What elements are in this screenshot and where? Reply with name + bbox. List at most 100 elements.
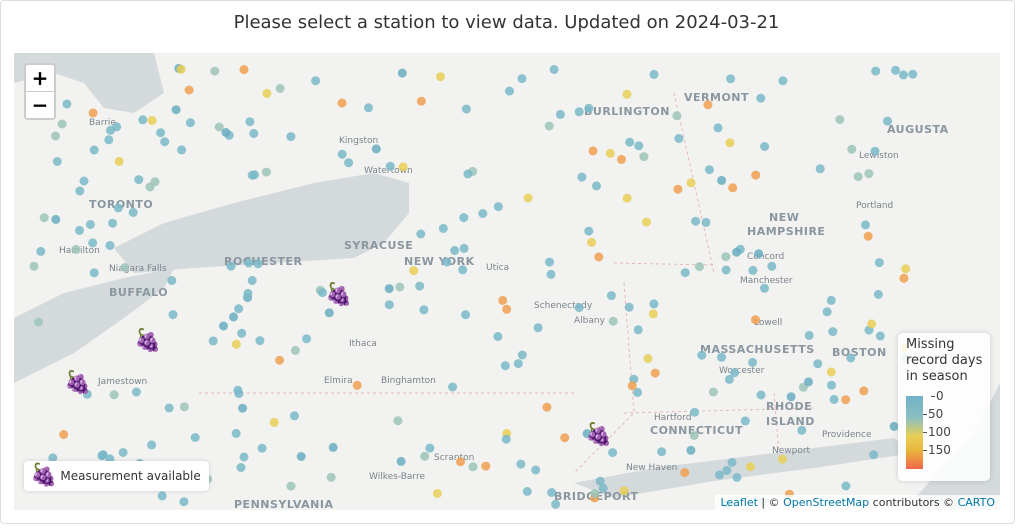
station-marker[interactable] (243, 288, 253, 298)
station-marker[interactable] (549, 65, 559, 74)
station-marker[interactable] (29, 261, 39, 271)
station-marker[interactable] (522, 487, 532, 496)
station-marker[interactable] (516, 459, 526, 469)
station-marker[interactable] (657, 447, 667, 457)
station-marker[interactable] (523, 193, 533, 203)
station-marker[interactable] (869, 450, 879, 460)
station-marker[interactable] (864, 169, 874, 179)
station-marker[interactable] (829, 394, 839, 404)
station-marker[interactable] (728, 183, 738, 193)
grape-marker[interactable]: 🍇 (325, 282, 353, 308)
station-marker[interactable] (89, 268, 99, 278)
station-marker[interactable] (244, 258, 254, 268)
station-marker[interactable] (701, 217, 711, 227)
station-marker[interactable] (51, 131, 60, 141)
station-marker[interactable] (517, 350, 527, 360)
station-marker[interactable] (461, 104, 471, 114)
station-marker[interactable] (493, 202, 503, 212)
station-marker[interactable] (633, 325, 643, 335)
station-marker[interactable] (59, 430, 69, 439)
station-marker[interactable] (237, 328, 247, 338)
station-marker[interactable] (290, 345, 300, 355)
station-marker[interactable] (786, 392, 796, 402)
grape-marker[interactable]: 🍇 (134, 328, 162, 354)
station-marker[interactable] (168, 310, 178, 320)
station-marker[interactable] (82, 389, 92, 399)
station-marker[interactable] (545, 257, 554, 267)
station-marker[interactable] (138, 115, 148, 125)
station-marker[interactable] (726, 74, 736, 84)
station-marker[interactable] (88, 238, 98, 248)
station-marker[interactable] (75, 225, 84, 235)
station-marker[interactable] (608, 448, 618, 458)
station-marker[interactable] (721, 265, 731, 275)
zoom-in-button[interactable]: + (31, 66, 49, 90)
grape-marker[interactable]: 🍇 (585, 422, 613, 448)
station-marker[interactable] (703, 100, 713, 110)
station-marker[interactable] (748, 357, 758, 367)
station-marker[interactable] (88, 108, 98, 118)
station-marker[interactable] (239, 452, 249, 462)
station-marker[interactable] (416, 96, 426, 106)
station-marker[interactable] (302, 334, 312, 344)
station-marker[interactable] (236, 463, 246, 472)
station-marker[interactable] (517, 74, 527, 84)
station-marker[interactable] (617, 154, 626, 164)
station-marker[interactable] (804, 377, 813, 387)
grape-marker[interactable]: 🍇 (64, 370, 92, 396)
station-marker[interactable] (634, 141, 644, 151)
station-marker[interactable] (505, 86, 514, 96)
station-marker[interactable] (853, 172, 863, 182)
station-marker[interactable] (686, 178, 696, 188)
station-marker[interactable] (673, 184, 683, 194)
station-marker[interactable] (34, 317, 43, 327)
station-marker[interactable] (39, 213, 49, 223)
station-marker[interactable] (595, 476, 605, 486)
station-marker[interactable] (560, 433, 570, 443)
station-marker[interactable] (150, 177, 160, 187)
station-marker[interactable] (131, 387, 141, 397)
station-marker[interactable] (112, 122, 122, 132)
station-marker[interactable] (574, 107, 584, 117)
station-marker[interactable] (249, 129, 259, 138)
station-marker[interactable] (120, 263, 130, 272)
station-marker[interactable] (767, 261, 777, 271)
station-marker[interactable] (157, 491, 167, 501)
station-marker[interactable] (448, 382, 458, 392)
station-marker[interactable] (275, 355, 285, 365)
station-marker[interactable] (326, 472, 336, 482)
station-marker[interactable] (233, 385, 243, 395)
station-marker[interactable] (104, 135, 114, 145)
station-marker[interactable] (210, 66, 220, 76)
station-marker[interactable] (221, 128, 231, 137)
station-marker[interactable] (697, 350, 707, 360)
station-marker[interactable] (147, 116, 157, 125)
station-marker[interactable] (478, 209, 488, 218)
station-marker[interactable] (717, 352, 726, 362)
station-marker[interactable] (619, 486, 629, 496)
station-marker[interactable] (778, 76, 788, 86)
station-marker[interactable] (395, 282, 405, 292)
station-marker[interactable] (290, 411, 299, 421)
station-marker[interactable] (727, 457, 737, 467)
station-marker[interactable] (827, 380, 836, 390)
station-marker[interactable] (498, 295, 508, 305)
station-marker[interactable] (650, 368, 660, 378)
station-marker[interactable] (648, 309, 658, 319)
station-marker[interactable] (908, 69, 918, 79)
station-marker[interactable] (416, 229, 426, 239)
station-marker[interactable] (57, 119, 67, 129)
station-marker[interactable] (134, 175, 144, 185)
station-marker[interactable] (219, 321, 228, 331)
station-marker[interactable] (185, 118, 195, 128)
station-marker[interactable] (756, 390, 766, 400)
station-marker[interactable] (324, 308, 334, 318)
station-marker[interactable] (456, 457, 465, 467)
station-marker[interactable] (899, 273, 909, 283)
station-marker[interactable] (318, 288, 327, 298)
station-marker[interactable] (231, 428, 241, 438)
station-marker[interactable] (79, 176, 89, 186)
station-marker[interactable] (691, 216, 701, 226)
station-marker[interactable] (450, 246, 460, 255)
station-marker[interactable] (551, 499, 561, 509)
